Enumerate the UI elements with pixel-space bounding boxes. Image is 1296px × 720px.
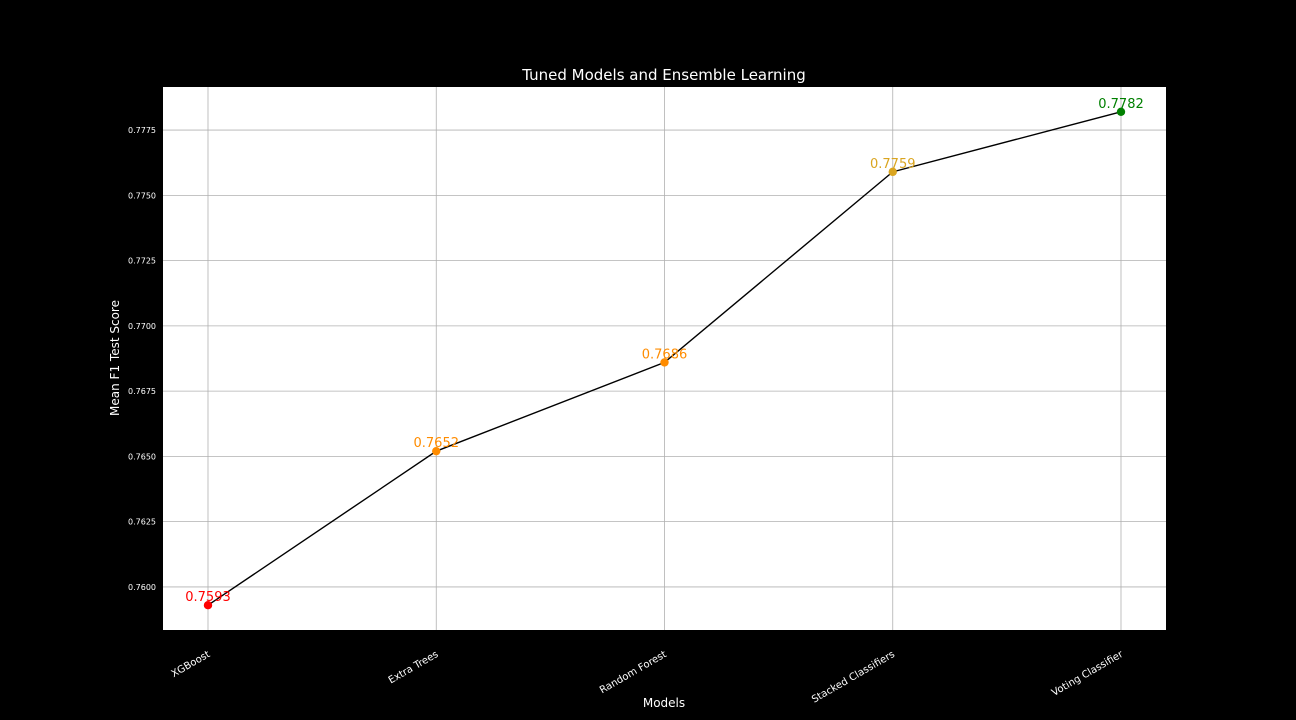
data-label: 0.7759 (870, 157, 916, 172)
data-point (1116, 107, 1126, 117)
x-tick-label: Random Forest (598, 649, 669, 696)
data-label: 0.7686 (642, 347, 688, 362)
data-labels: 0.7593 0.7652 0.7686 0.7759 0.7782 (185, 97, 1144, 605)
y-tick-label: 0.7725 (128, 257, 156, 266)
data-point (203, 600, 213, 610)
data-points (203, 107, 1126, 610)
y-tick-label: 0.7775 (128, 126, 156, 135)
x-tick-label: Voting Classifier (1050, 649, 1126, 699)
y-tick-label: 0.7625 (128, 518, 156, 527)
data-label: 0.7593 (185, 590, 231, 605)
x-axis-label: Models (643, 696, 685, 710)
y-tick-label: 0.7650 (128, 452, 156, 461)
y-tick-label: 0.7750 (128, 191, 156, 200)
data-label: 0.7652 (414, 436, 460, 451)
data-point (888, 167, 897, 177)
chart-title: Tuned Models and Ensemble Learning (521, 66, 805, 84)
data-label: 0.7782 (1098, 97, 1144, 112)
y-axis-label: Mean F1 Test Score (108, 300, 122, 416)
data-point (432, 446, 441, 456)
y-tick-label: 0.7675 (128, 387, 156, 396)
data-point (660, 358, 669, 367)
x-tick-label: Extra Trees (387, 649, 441, 686)
y-tick-label: 0.7600 (128, 583, 156, 592)
y-tick-label: 0.7700 (128, 322, 156, 331)
x-tick-label: Stacked Classifiers (810, 649, 897, 705)
x-tick-label: XGBoost (170, 649, 213, 680)
